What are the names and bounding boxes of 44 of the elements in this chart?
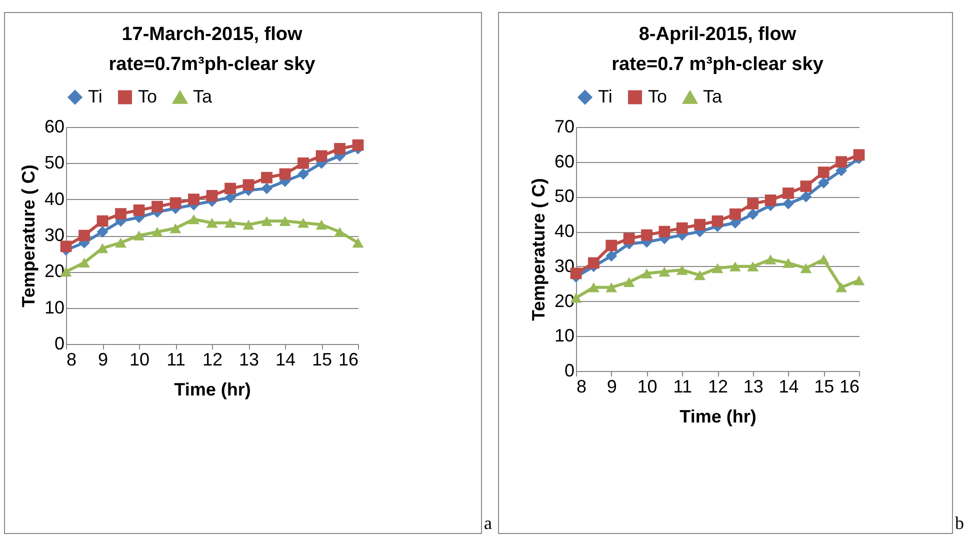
x-tick-label: 15 bbox=[814, 376, 834, 396]
legend-label: To bbox=[648, 86, 668, 106]
x-tick-label: 11 bbox=[673, 376, 692, 396]
legend-label: Ta bbox=[193, 86, 213, 107]
x-tick-label: 8 bbox=[66, 350, 77, 370]
x-tick-label: 15 bbox=[312, 350, 332, 370]
chart-title: 8-April-2015, flow rate=0.7 m³ph-clear sky bbox=[612, 24, 824, 75]
legend-label: Ti bbox=[88, 86, 102, 106]
y-axis-title: Temperature ( C) bbox=[528, 178, 548, 321]
y-tick-label: 40 bbox=[44, 188, 64, 209]
chart-title: 17-March-2015, flow rate=0.7m³ph-clear sky bbox=[108, 24, 316, 75]
x-tick-label: 9 bbox=[98, 350, 108, 370]
y-tick-label: 50 bbox=[554, 186, 574, 206]
x-tick-label: 12 bbox=[202, 350, 223, 370]
text: a bbox=[484, 513, 492, 534]
y-tick-label: 60 bbox=[554, 151, 574, 172]
x-tick-label: 13 bbox=[238, 350, 260, 370]
y-tick-label: 30 bbox=[44, 225, 64, 245]
x-tick-label: 14 bbox=[778, 376, 799, 396]
y-tick-label: 40 bbox=[554, 221, 574, 242]
text: b bbox=[955, 513, 964, 534]
y-tick-label: 10 bbox=[44, 297, 64, 318]
x-tick-label: 10 bbox=[129, 350, 150, 370]
y-tick-label: 10 bbox=[554, 326, 574, 346]
x-tick-label: 10 bbox=[637, 376, 658, 396]
legend-label: Ti bbox=[598, 86, 612, 106]
x-axis-title: Time (hr) bbox=[680, 406, 756, 426]
x-tick-label: 16 bbox=[338, 350, 358, 370]
x-tick-label: 8 bbox=[576, 376, 587, 396]
x-tick-label: 9 bbox=[606, 376, 617, 396]
x-axis-title: Time (hr) bbox=[174, 380, 251, 400]
y-tick-label: 0 bbox=[564, 360, 574, 380]
y-tick-label: 50 bbox=[44, 152, 64, 173]
x-tick-label: 14 bbox=[275, 350, 296, 370]
y-tick-label: 60 bbox=[44, 116, 64, 136]
y-tick-label: 70 bbox=[554, 116, 574, 136]
y-axis-title: Temperature ( C) bbox=[18, 164, 38, 308]
x-tick-label: 13 bbox=[743, 376, 764, 396]
x-tick-label: 12 bbox=[708, 376, 728, 396]
y-tick-label: 0 bbox=[54, 334, 64, 354]
legend-label: To bbox=[138, 86, 158, 106]
legend-label: Ta bbox=[703, 86, 723, 107]
x-tick-label: 11 bbox=[166, 350, 186, 370]
x-tick-label: 16 bbox=[839, 376, 860, 396]
